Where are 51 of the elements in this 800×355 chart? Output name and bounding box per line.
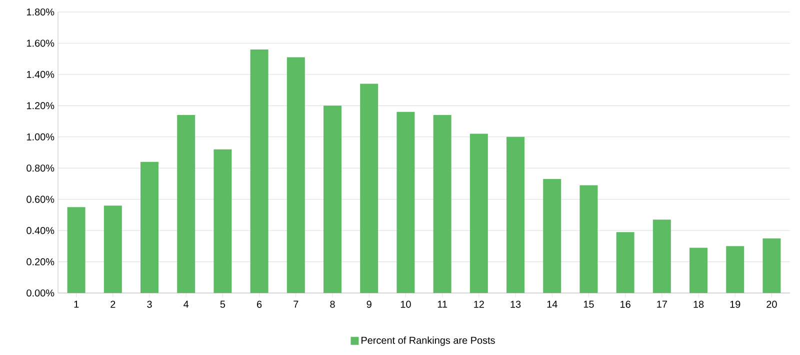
y-tick-label: 1.20% (26, 102, 54, 110)
bar (67, 207, 86, 293)
bar (177, 115, 196, 293)
bar (250, 49, 268, 293)
y-tick-label: 0.60% (26, 196, 54, 203)
x-tick-label: 18 (694, 300, 704, 308)
y-tick-label: 1.40% (26, 70, 54, 78)
bar (214, 149, 232, 293)
y-tick-label: 0.40% (26, 227, 54, 234)
x-tick-label: 16 (620, 300, 630, 308)
x-tick-label: 17 (657, 300, 667, 308)
bar (470, 134, 488, 293)
x-tick-label: 19 (730, 300, 740, 308)
legend-label: Percent of Rankings are Posts (362, 336, 495, 346)
y-tick-label: 0.20% (26, 258, 54, 266)
x-tick-label: 6 (257, 300, 262, 308)
y-tick-label: 0.00% (26, 289, 54, 297)
y-tick-label: 1.60% (26, 40, 54, 47)
bar (360, 84, 378, 293)
x-tick-label: 10 (400, 300, 411, 308)
x-tick-label: 14 (547, 300, 558, 308)
bar (324, 106, 342, 293)
x-tick-label: 1 (74, 300, 79, 308)
y-tick-label: 0.80% (26, 164, 54, 172)
bar (286, 57, 305, 293)
bar (690, 248, 708, 293)
bar (433, 115, 452, 293)
x-tick-label: 15 (584, 300, 594, 308)
x-tick-label: 20 (766, 300, 777, 308)
x-tick-label: 7 (294, 300, 298, 308)
bar (506, 136, 525, 293)
bar (396, 112, 415, 293)
x-tick-label: 13 (510, 300, 521, 308)
x-tick-label: 11 (438, 300, 447, 308)
x-tick-label: 8 (330, 300, 335, 308)
bar (140, 162, 158, 293)
bar (580, 185, 598, 293)
bar (104, 206, 122, 293)
x-tick-label: 9 (366, 300, 372, 308)
bar (652, 220, 671, 293)
x-tick-label: 2 (110, 300, 116, 308)
x-tick-label: 3 (147, 300, 152, 308)
bar (726, 246, 744, 293)
x-tick-label: 5 (220, 300, 226, 308)
y-tick-label: 1.80% (26, 8, 54, 16)
bar (543, 179, 562, 293)
x-tick-label: 12 (474, 300, 484, 308)
y-tick-label: 1.00% (26, 133, 54, 140)
bar (616, 232, 634, 293)
bar (762, 238, 781, 293)
x-tick-label: 4 (184, 300, 189, 308)
